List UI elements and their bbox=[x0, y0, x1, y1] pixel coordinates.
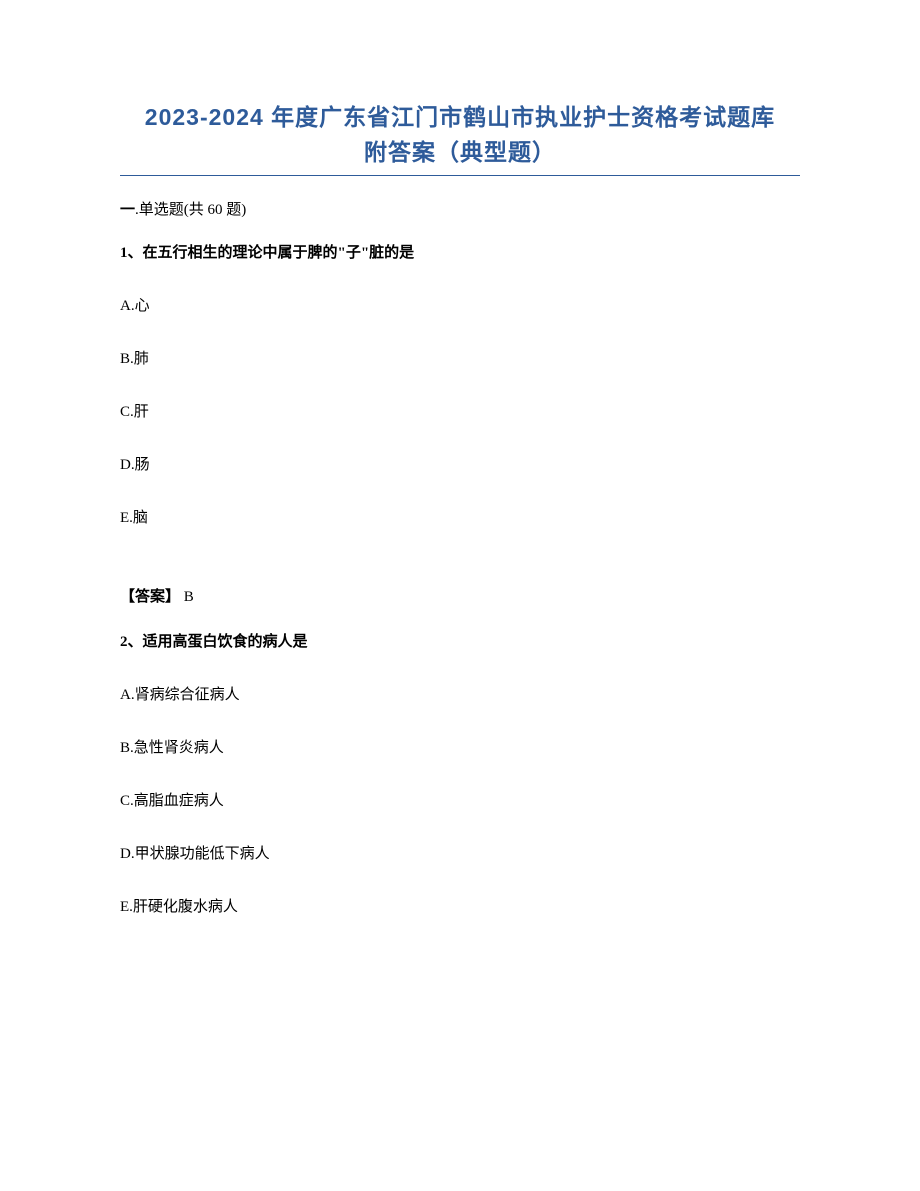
question-number: 2、 bbox=[120, 634, 143, 650]
option-d: D.甲状腺功能低下病人 bbox=[120, 842, 800, 863]
title-text-2: 附答案（典型题） bbox=[364, 139, 556, 165]
option-text: 甲状腺功能低下病人 bbox=[135, 846, 270, 862]
option-text: 脑 bbox=[133, 510, 148, 526]
option-a: A.心 bbox=[120, 294, 800, 315]
title-line-2: 附答案（典型题） bbox=[120, 135, 800, 170]
option-key: C bbox=[120, 404, 130, 420]
answer-label: 【答案】 bbox=[120, 589, 180, 605]
answer-line: 【答案】 B bbox=[120, 585, 800, 606]
option-text: 肝 bbox=[134, 404, 149, 420]
question-number: 1、 bbox=[120, 245, 143, 261]
section-prefix: 一 bbox=[120, 202, 135, 218]
title-block: 2023-2024 年度广东省江门市鹤山市执业护士资格考试题库 附答案（典型题） bbox=[120, 100, 800, 169]
option-text: 心 bbox=[135, 298, 150, 314]
question-text: 1、在五行相生的理论中属于脾的"子"脏的是 bbox=[120, 241, 800, 262]
option-text: 急性肾炎病人 bbox=[134, 740, 224, 756]
title-line-1: 2023-2024 年度广东省江门市鹤山市执业护士资格考试题库 bbox=[120, 100, 800, 135]
option-key: E bbox=[120, 510, 129, 526]
option-text: 肺 bbox=[134, 351, 149, 367]
option-key: C bbox=[120, 793, 130, 809]
option-text: 肠 bbox=[135, 457, 150, 473]
option-key: A bbox=[120, 687, 131, 703]
option-e: E.脑 bbox=[120, 506, 800, 527]
option-key: D bbox=[120, 846, 131, 862]
option-key: D bbox=[120, 457, 131, 473]
option-a: A.肾病综合征病人 bbox=[120, 683, 800, 704]
option-text: 肝硬化腹水病人 bbox=[133, 899, 238, 915]
section-header: 一.单选题(共 60 题) bbox=[120, 198, 800, 219]
document-page: 2023-2024 年度广东省江门市鹤山市执业护士资格考试题库 附答案（典型题）… bbox=[0, 0, 920, 1008]
option-e: E.肝硬化腹水病人 bbox=[120, 895, 800, 916]
option-key: B bbox=[120, 351, 130, 367]
option-b: B.肺 bbox=[120, 347, 800, 368]
option-b: B.急性肾炎病人 bbox=[120, 736, 800, 757]
title-rule bbox=[120, 175, 800, 176]
option-key: A bbox=[120, 298, 131, 314]
title-text-1: 2023-2024 年度广东省江门市鹤山市执业护士资格考试题库 bbox=[145, 104, 775, 130]
question-block: 2、适用高蛋白饮食的病人是 A.肾病综合征病人 B.急性肾炎病人 C.高脂血症病… bbox=[120, 630, 800, 916]
answer-value: B bbox=[180, 589, 194, 605]
option-c: C.高脂血症病人 bbox=[120, 789, 800, 810]
option-key: E bbox=[120, 899, 129, 915]
question-body: 在五行相生的理论中属于脾的"子"脏的是 bbox=[143, 245, 415, 261]
section-text: .单选题(共 60 题) bbox=[135, 202, 246, 218]
option-key: B bbox=[120, 740, 130, 756]
question-block: 1、在五行相生的理论中属于脾的"子"脏的是 A.心 B.肺 C.肝 D.肠 E.… bbox=[120, 241, 800, 606]
option-text: 高脂血症病人 bbox=[134, 793, 224, 809]
question-body: 适用高蛋白饮食的病人是 bbox=[143, 634, 308, 650]
option-text: 肾病综合征病人 bbox=[135, 687, 240, 703]
option-c: C.肝 bbox=[120, 400, 800, 421]
question-text: 2、适用高蛋白饮食的病人是 bbox=[120, 630, 800, 651]
option-d: D.肠 bbox=[120, 453, 800, 474]
